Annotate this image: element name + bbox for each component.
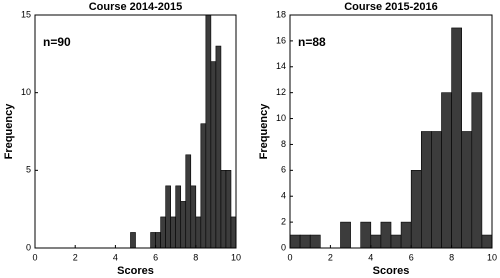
- x-tick-label: 8: [193, 252, 198, 262]
- bar: [471, 92, 483, 249]
- bar: [340, 221, 351, 249]
- x-tick-label: 8: [449, 252, 454, 262]
- bar: [441, 92, 452, 249]
- bar: [451, 27, 463, 249]
- bar: [190, 185, 197, 249]
- bar: [155, 232, 161, 249]
- bar: [220, 170, 227, 249]
- x-tick-label: 10: [487, 252, 497, 262]
- bar: [230, 216, 237, 249]
- bar: [185, 154, 192, 249]
- y-tick-label: 5: [26, 165, 31, 175]
- bar: [215, 45, 222, 249]
- plot-frame: [289, 14, 493, 249]
- chart-title: Course 2014-2015: [89, 1, 183, 13]
- y-tick-label: 12: [276, 87, 286, 97]
- bar: [165, 185, 171, 249]
- x-tick-label: 10: [231, 252, 241, 262]
- bar: [195, 216, 202, 249]
- bar: [210, 61, 217, 249]
- bar: [309, 234, 321, 249]
- y-tick-label: 0: [281, 242, 286, 252]
- y-tick-label: 10: [276, 113, 286, 123]
- y-axis-label: Frequency: [3, 103, 15, 160]
- bar: [420, 131, 432, 249]
- y-tick-label: 8: [281, 139, 286, 149]
- x-tick-label: 2: [73, 252, 78, 262]
- bar: [175, 185, 182, 249]
- bar: [360, 221, 372, 249]
- y-tick-label: 18: [276, 9, 286, 19]
- bar: [461, 131, 473, 249]
- y-tick-label: 0: [26, 242, 31, 252]
- x-tick-label: 0: [287, 252, 292, 262]
- x-tick-label: 6: [153, 252, 158, 262]
- y-tick-label: 10: [21, 87, 31, 97]
- bar: [160, 216, 166, 249]
- chart-title: Course 2015-2016: [344, 1, 438, 13]
- x-tick-label: 2: [328, 252, 333, 262]
- bar: [150, 232, 156, 249]
- bar: [380, 221, 392, 249]
- bar: [225, 170, 232, 249]
- bar: [180, 201, 187, 249]
- x-tick-label: 4: [113, 252, 118, 262]
- y-tick-label: 2: [281, 216, 286, 226]
- y-tick-label: 16: [276, 35, 286, 45]
- bar: [370, 234, 382, 249]
- x-tick-label: 4: [368, 252, 373, 262]
- bar: [170, 216, 177, 249]
- annotation: n=90: [43, 35, 71, 49]
- x-axis-label: Scores: [373, 265, 410, 277]
- y-tick-label: 15: [21, 9, 31, 19]
- bar: [299, 234, 311, 249]
- annotation: n=88: [298, 35, 326, 49]
- y-tick-label: 4: [281, 191, 286, 201]
- plot-frame: [34, 14, 237, 249]
- y-tick-label: 6: [281, 165, 286, 175]
- bar: [481, 234, 493, 249]
- bar: [289, 234, 301, 249]
- bar: [130, 232, 136, 249]
- y-axis-label: Frequency: [258, 103, 270, 160]
- y-tick-label: 14: [276, 61, 286, 71]
- bar: [205, 14, 212, 249]
- bar: [200, 123, 207, 249]
- bar: [400, 221, 412, 249]
- bar: [390, 234, 402, 249]
- bar: [431, 131, 442, 249]
- x-axis-label: Scores: [117, 265, 154, 277]
- x-tick-label: 0: [32, 252, 37, 262]
- x-tick-label: 6: [409, 252, 414, 262]
- bar: [410, 170, 422, 249]
